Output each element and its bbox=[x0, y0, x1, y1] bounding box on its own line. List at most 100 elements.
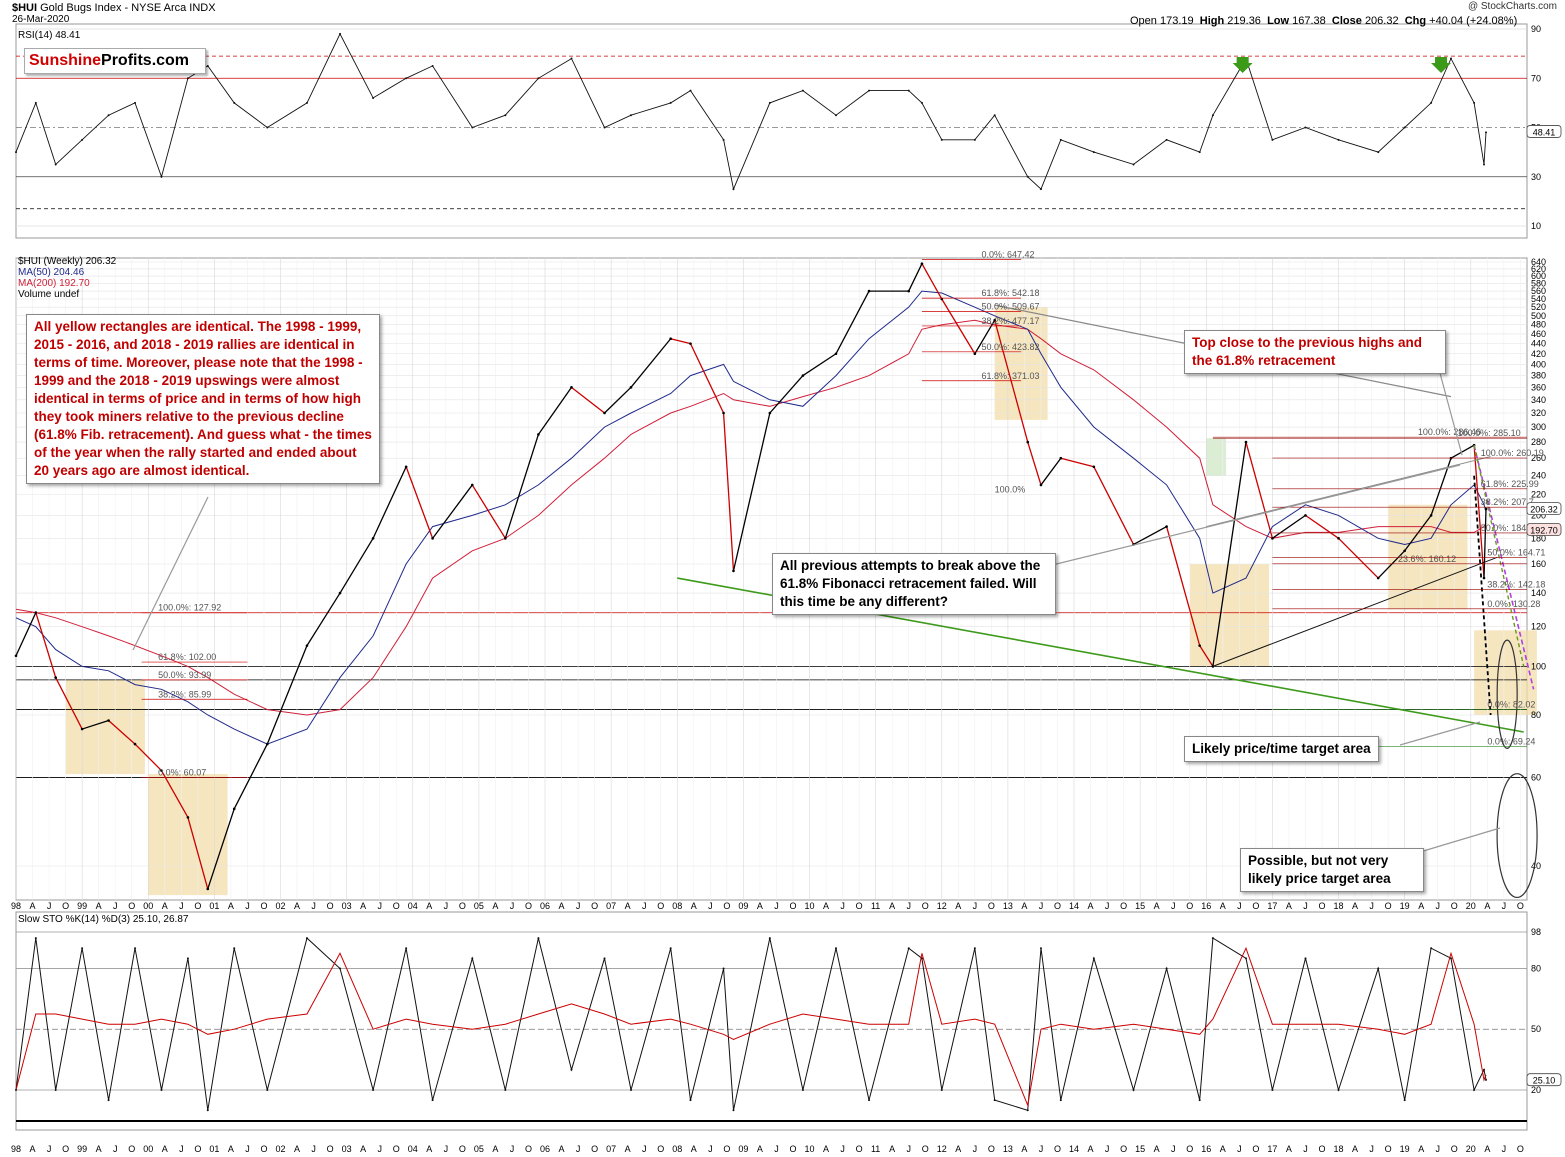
price-point bbox=[1059, 456, 1063, 460]
price-axis-label: 440 bbox=[1531, 339, 1546, 349]
x-tick-label: J bbox=[113, 1144, 118, 1154]
fib-label: 38.2%: 142.18 bbox=[1487, 580, 1545, 590]
price-point bbox=[160, 769, 163, 772]
sto-value-tag: 25.10 bbox=[1533, 1076, 1556, 1086]
x-tick-label: J bbox=[576, 1144, 581, 1154]
x-tick-label: A bbox=[96, 901, 102, 911]
x-tick-label: A bbox=[955, 901, 961, 911]
x-tick-label: J bbox=[1369, 1144, 1374, 1154]
x-tick-label: 07 bbox=[606, 1144, 616, 1154]
fib-label: 61.8%: 102.00 bbox=[158, 652, 216, 662]
x-tick-label: J bbox=[774, 901, 779, 911]
price-segment bbox=[722, 412, 735, 571]
price-axis-label: 60 bbox=[1531, 773, 1541, 783]
sto-point bbox=[233, 947, 236, 950]
sto-value-tag-box bbox=[1526, 1073, 1562, 1087]
fib-label: 100.0%: 285.10 bbox=[1458, 428, 1521, 438]
price-point bbox=[265, 742, 269, 746]
sto-point bbox=[868, 1099, 871, 1102]
x-tick-label: J bbox=[906, 1144, 911, 1154]
logo-part-2: Profits.com bbox=[101, 52, 190, 69]
rsi-value-tag-box bbox=[1526, 125, 1562, 138]
price-point bbox=[1165, 525, 1168, 528]
rsi-point bbox=[206, 64, 209, 67]
magenta-projection bbox=[1473, 445, 1535, 690]
rsi-point bbox=[405, 77, 408, 80]
price-point bbox=[1484, 507, 1488, 511]
price-axis-label: 120 bbox=[1531, 622, 1546, 632]
price-point bbox=[107, 719, 110, 722]
low-value: 167.38 bbox=[1292, 15, 1326, 27]
price-axis-label: 100 bbox=[1531, 661, 1546, 671]
x-tick-label: 03 bbox=[342, 1144, 352, 1154]
x-tick-label: O bbox=[1252, 901, 1259, 911]
rsi-label: RSI(14) 48.41 bbox=[18, 30, 81, 41]
price-point bbox=[80, 727, 84, 731]
x-tick-label: J bbox=[576, 901, 581, 911]
x-tick-label: J bbox=[245, 1144, 250, 1154]
x-tick-label: J bbox=[179, 901, 184, 911]
x-tick-label: 18 bbox=[1334, 901, 1344, 911]
x-tick-label: A bbox=[1418, 901, 1424, 911]
x-tick-label: 06 bbox=[540, 901, 550, 911]
price-point bbox=[1376, 576, 1380, 580]
low-label: Low bbox=[1267, 15, 1290, 27]
rsi-point bbox=[160, 175, 163, 178]
x-tick-label: 14 bbox=[1069, 901, 1079, 911]
x-tick-label: A bbox=[96, 1144, 102, 1154]
sto-point bbox=[1059, 1099, 1062, 1102]
rsi-point bbox=[233, 101, 236, 104]
x-tick-label: A bbox=[492, 1144, 498, 1154]
sto-point bbox=[1211, 937, 1214, 940]
x-tick-label: 17 bbox=[1267, 1144, 1277, 1154]
price-point bbox=[186, 816, 190, 819]
x-tick-label: A bbox=[492, 901, 498, 911]
x-tick-label: 98 bbox=[11, 901, 21, 911]
fib-label: 38.2%: 85.99 bbox=[158, 689, 211, 699]
x-tick-label: J bbox=[311, 901, 316, 911]
price-point bbox=[867, 289, 871, 293]
black-rising-line bbox=[1212, 556, 1498, 667]
price-point bbox=[1039, 483, 1043, 487]
price-point bbox=[1092, 465, 1096, 469]
x-tick-label: A bbox=[625, 1144, 631, 1154]
price-point bbox=[993, 318, 996, 322]
source-credit: @ StockCharts.com bbox=[1467, 1, 1557, 12]
x-tick-label: 18 bbox=[1334, 1144, 1344, 1154]
sto-point bbox=[405, 947, 408, 950]
x-tick-label: J bbox=[510, 1144, 515, 1154]
x-tick-label: 05 bbox=[474, 901, 484, 911]
price-point bbox=[1429, 514, 1433, 517]
sto-point bbox=[801, 1089, 804, 1091]
price-point bbox=[14, 654, 18, 658]
price-segment bbox=[1040, 457, 1062, 486]
price-segment bbox=[1060, 457, 1095, 468]
sto-axis-label: 80 bbox=[1531, 963, 1541, 973]
price-value-tag: 206.32 bbox=[1530, 505, 1558, 515]
price-segment bbox=[266, 645, 308, 745]
price-segment bbox=[1245, 441, 1274, 539]
fib-label: 0.0%: 60.07 bbox=[158, 767, 206, 777]
price-segment bbox=[405, 466, 434, 539]
green-down-arrow-icon bbox=[1431, 57, 1452, 73]
sto-point bbox=[1271, 1089, 1274, 1091]
x-tick-label: O bbox=[62, 1144, 69, 1154]
price-segment bbox=[1199, 645, 1214, 667]
price-point bbox=[537, 433, 540, 436]
x-tick-label: O bbox=[327, 901, 334, 911]
sto-point bbox=[920, 957, 923, 960]
sto-point bbox=[1403, 1099, 1406, 1102]
rsi-point bbox=[768, 101, 771, 104]
rsi-point bbox=[54, 163, 57, 166]
x-tick-label: A bbox=[1220, 1144, 1226, 1154]
x-tick-label: A bbox=[1088, 901, 1094, 911]
x-tick-label: 06 bbox=[540, 1144, 550, 1154]
x-tick-label: O bbox=[1186, 1144, 1193, 1154]
price-segment bbox=[1305, 514, 1339, 539]
price-axis-label: 560 bbox=[1531, 286, 1546, 296]
rsi-point bbox=[266, 126, 269, 129]
callout-pointer bbox=[1409, 827, 1501, 856]
price-segment bbox=[908, 263, 923, 292]
sto-point bbox=[1304, 957, 1307, 960]
